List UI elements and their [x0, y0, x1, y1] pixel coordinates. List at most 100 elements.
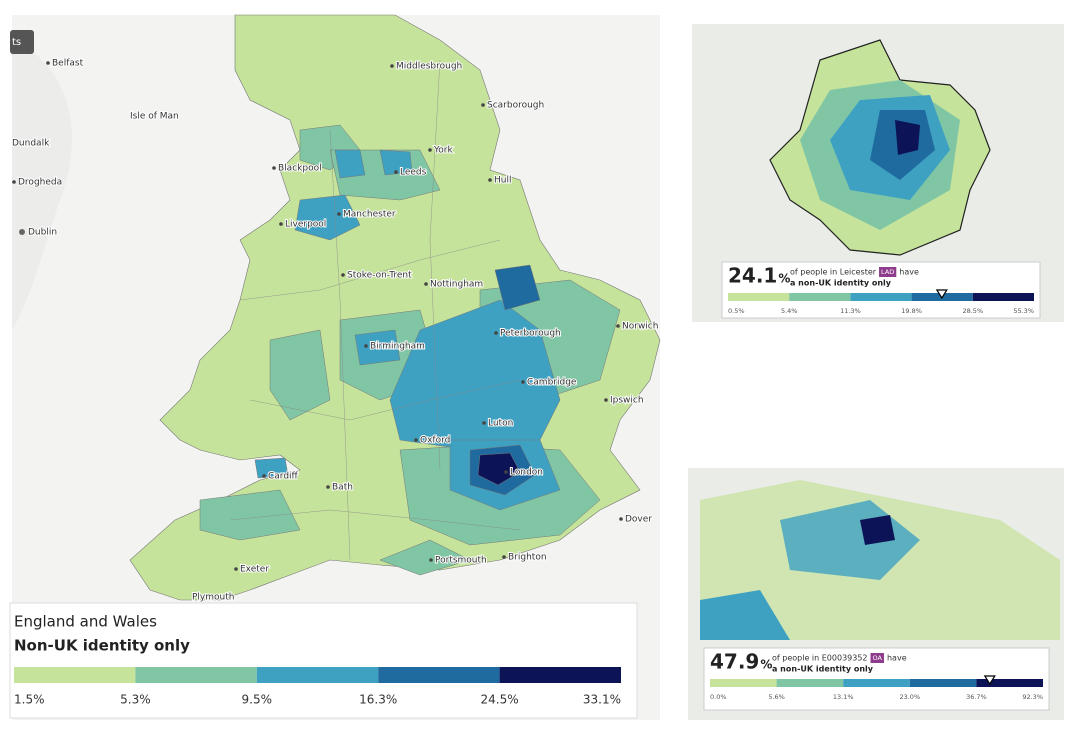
- place-label: Luton: [488, 419, 513, 429]
- inset-info: 24.1% of people in Leicester LAD have a non-…: [721, 261, 1041, 319]
- badge-label: LAD: [881, 268, 894, 276]
- legend-break: 0.0%: [710, 693, 727, 701]
- legend-swatch: [378, 667, 500, 683]
- place-dot: [279, 222, 283, 226]
- place-dot: [262, 474, 266, 478]
- regions: [199, 124, 621, 576]
- place-dot: [429, 558, 433, 562]
- place-label: Leeds: [400, 168, 427, 178]
- place-dot: [234, 567, 238, 571]
- place-label: Brighton: [508, 553, 547, 563]
- legend-break: 23.0%: [899, 693, 920, 701]
- place-label: Plymouth: [192, 593, 234, 603]
- place-dot: [604, 398, 608, 402]
- place-label: Peterborough: [500, 329, 561, 339]
- legend-break: 33.1%: [583, 693, 621, 707]
- legend-swatch: [14, 667, 136, 683]
- legend-break: 1.5%: [14, 693, 45, 707]
- place-label: Dundalk: [12, 139, 50, 149]
- legend-break: 24.5%: [481, 693, 519, 707]
- inset-info: 47.9% of people in E00039352 OA have a non-U…: [703, 647, 1050, 711]
- inset-patch: [860, 515, 895, 545]
- place-label: Liverpool: [285, 220, 326, 230]
- place-dot: [616, 324, 620, 328]
- place-labels: Belfast Isle of Man Dundalk Drogheda Dublin M…: [11, 58, 659, 604]
- legend-break: 5.4%: [781, 307, 798, 315]
- place-dot: [341, 273, 345, 277]
- legend-swatch: [710, 679, 777, 687]
- legend-break: 5.6%: [768, 693, 785, 701]
- legend-break: 13.1%: [833, 693, 854, 701]
- value-marker: [983, 675, 996, 686]
- place-dot: [394, 170, 398, 174]
- info-text: have: [887, 654, 907, 663]
- place-dot: [428, 148, 432, 152]
- value-unit: %: [778, 272, 790, 286]
- place-label: Blackpool: [278, 164, 322, 174]
- borders: [229, 59, 521, 561]
- map-button[interactable]: [10, 30, 34, 54]
- place-dot: [364, 344, 368, 348]
- value: 47.9: [710, 650, 759, 674]
- info-text: of people in E00039352: [772, 654, 868, 663]
- place-label: Bath: [332, 483, 353, 493]
- place-dot: [414, 438, 418, 442]
- place-dot: [481, 103, 485, 107]
- place-label: London: [510, 468, 543, 478]
- legend-swatch: [256, 667, 379, 683]
- place-label: Portsmouth: [435, 556, 487, 566]
- place-label: Cardiff: [268, 472, 299, 482]
- legend-swatch: [728, 293, 790, 301]
- place-label: Dover: [625, 515, 652, 525]
- legend-break: 36.7%: [966, 693, 987, 701]
- legend-break: 9.5%: [242, 693, 273, 707]
- place-label: Belfast: [52, 59, 84, 69]
- place-dot: [482, 421, 486, 425]
- place-label: Oxford: [420, 436, 450, 446]
- legend-break: 28.5%: [962, 307, 983, 315]
- measure: a non-UK identity only: [790, 279, 892, 288]
- legend-swatch: [909, 679, 977, 687]
- legend-area: England and Wales: [14, 613, 157, 631]
- info-text: have: [899, 268, 919, 277]
- place-label: Nottingham: [430, 280, 483, 290]
- place-label: Manchester: [343, 210, 396, 220]
- legend-break: 5.3%: [120, 693, 151, 707]
- place-dot: [494, 331, 498, 335]
- info-text: of people in Leicester: [790, 268, 877, 277]
- place-label: Isle of Man: [130, 112, 179, 122]
- place-dot: [337, 212, 341, 216]
- value-unit: %: [760, 658, 772, 672]
- legend-swatch: [789, 293, 851, 301]
- place-label: Drogheda: [18, 178, 62, 188]
- place-dot: [12, 180, 16, 184]
- place-label: Ipswich: [610, 396, 644, 406]
- place-label: Middlesbrough: [396, 62, 462, 72]
- inset-patch: [895, 120, 920, 155]
- legend-bar: 1.5% 5.3% 9.5% 16.3% 24.5% 33.1%: [14, 667, 621, 707]
- legend-break: 19.8%: [901, 307, 922, 315]
- place-dot: [390, 64, 394, 68]
- legend-break: 0.5%: [728, 307, 745, 315]
- legend-swatch: [972, 293, 1034, 301]
- place-dot: [488, 178, 492, 182]
- place-label: Scarborough: [487, 101, 544, 111]
- value-marker: [935, 289, 948, 300]
- capital-dot: [19, 229, 25, 235]
- place-dot: [326, 485, 330, 489]
- place-label: Stoke-on-Trent: [347, 271, 412, 281]
- place-label: York: [433, 146, 454, 156]
- legend-break: 16.3%: [359, 693, 397, 707]
- button-label[interactable]: ts: [12, 37, 21, 48]
- badge: [870, 653, 884, 663]
- legend-swatch: [135, 667, 257, 683]
- legend-break: 55.3%: [1013, 307, 1034, 315]
- place-label: Cambridge: [527, 378, 577, 388]
- place-dot: [502, 555, 506, 559]
- legend-break: 11.3%: [840, 307, 861, 315]
- place-label: Birmingham: [370, 342, 425, 352]
- legend-title: Non-UK identity only: [14, 637, 190, 655]
- place-dot: [504, 470, 508, 474]
- place-dot: [46, 61, 50, 65]
